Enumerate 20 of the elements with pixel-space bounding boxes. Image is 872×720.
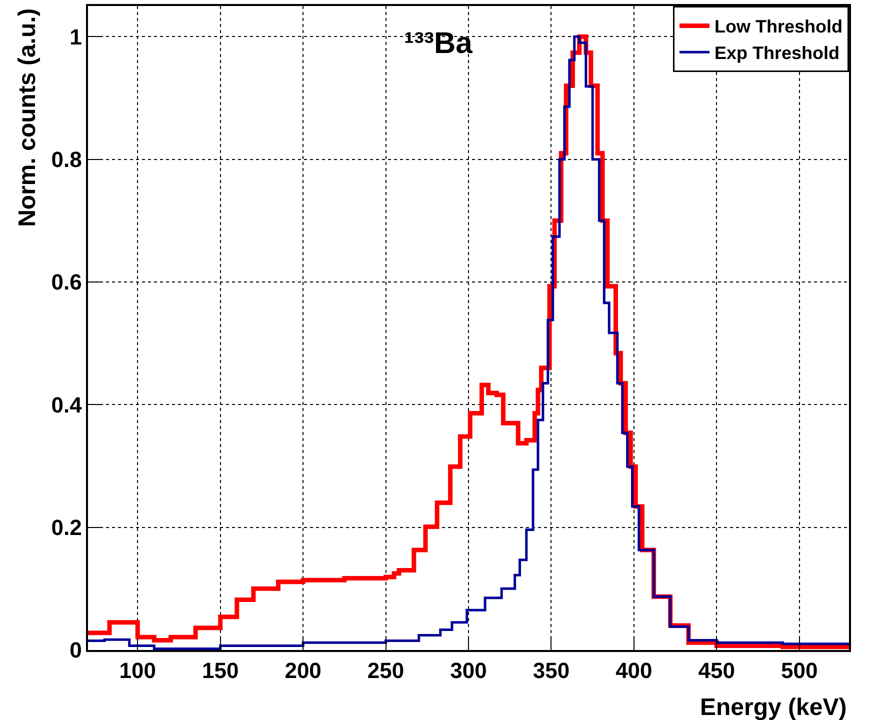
y-axis-title: Norm. counts (a.u.) [14, 8, 41, 227]
legend-label: Low Threshold [714, 16, 842, 37]
x-tick-label: 250 [367, 658, 404, 684]
y-tick-label: 0.4 [51, 392, 83, 418]
x-tick-label: 350 [532, 658, 570, 684]
x-axis-title: Energy (keV) [700, 694, 847, 720]
x-tick-label: 100 [119, 658, 156, 684]
x-tick-label: 200 [284, 658, 322, 684]
x-tick-label: 500 [781, 658, 818, 684]
text: ¹³³Ba [404, 27, 473, 60]
y-tick-label: 0 [70, 638, 82, 663]
y-tick-label: 0.8 [51, 147, 82, 172]
x-tick-label: 450 [698, 658, 736, 684]
y-tick-label: 0.2 [51, 515, 82, 540]
x-tick-label: 400 [616, 658, 652, 684]
y-tick-label: 0.6 [51, 270, 82, 295]
x-tick-label: 150 [202, 658, 239, 684]
legend-label: Exp Threshold [714, 43, 840, 64]
x-tick-label: 300 [450, 658, 487, 684]
y-tick-label: 1 [70, 24, 82, 50]
